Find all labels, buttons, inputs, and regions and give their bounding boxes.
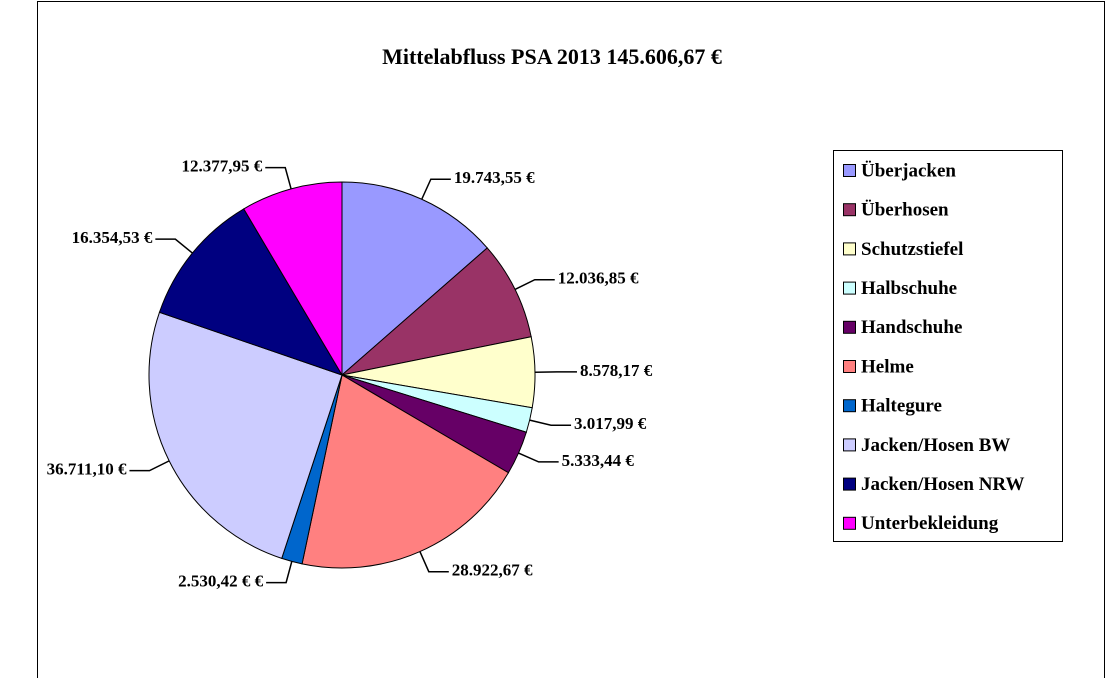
legend-swatch	[843, 399, 856, 413]
data-label: 3.017,99 €	[574, 414, 647, 433]
legend-label: Überjacken	[861, 160, 956, 181]
leader-line	[155, 238, 193, 254]
data-label: 5.333,44 €	[562, 451, 635, 470]
chart-title: Mittelabfluss PSA 2013 145.606,67 €	[382, 44, 722, 69]
legend-swatch	[843, 516, 856, 530]
data-label: 16.354,53 €	[72, 228, 153, 247]
legend-swatch	[843, 320, 856, 334]
legend-label: Haltegure	[861, 396, 942, 417]
pie-slice	[243, 181, 343, 377]
legend-label: Unterbekleidung	[861, 513, 999, 534]
data-label: 2.530,42 € €	[178, 572, 264, 591]
legend-label: Halbschuhe	[861, 278, 957, 299]
pie-slice	[148, 311, 343, 559]
legend-label: Jacken/Hosen NRW	[861, 474, 1024, 495]
legend-label: Schutzstiefel	[861, 239, 963, 260]
leader-line	[421, 178, 451, 200]
data-label: 12.036,85 €	[558, 269, 639, 288]
leader-line	[419, 551, 449, 573]
data-label: 19.743,55 €	[454, 168, 535, 187]
data-label: 12.377,95 €	[182, 157, 263, 176]
pie-slice	[301, 374, 510, 569]
legend-box	[833, 150, 1063, 542]
pie-slice	[341, 181, 488, 377]
leader-line	[518, 452, 559, 463]
legend-swatch	[843, 242, 856, 256]
leader-line	[129, 460, 170, 472]
legend-swatch	[843, 203, 856, 217]
data-label: 8.578,17 €	[580, 361, 653, 380]
leader-line	[514, 278, 555, 291]
legend-swatch	[843, 438, 856, 452]
leader-line	[266, 561, 293, 584]
data-label: 36.711,10 €	[47, 460, 127, 479]
legend-label: Handschuhe	[861, 317, 962, 338]
legend-swatch	[843, 477, 856, 491]
pie-slice	[340, 247, 532, 376]
legend-swatch	[843, 164, 856, 177]
legend-swatch	[843, 360, 856, 373]
pie-slice	[158, 208, 344, 376]
legend-label: Jacken/Hosen BW	[861, 435, 1010, 456]
legend-label: Überhosen	[861, 200, 949, 221]
leader-line	[529, 419, 572, 426]
data-label: 28.922,67 €	[452, 561, 533, 580]
legend-label: Helme	[861, 356, 914, 377]
leader-line	[265, 166, 292, 190]
legend-swatch	[843, 281, 856, 295]
